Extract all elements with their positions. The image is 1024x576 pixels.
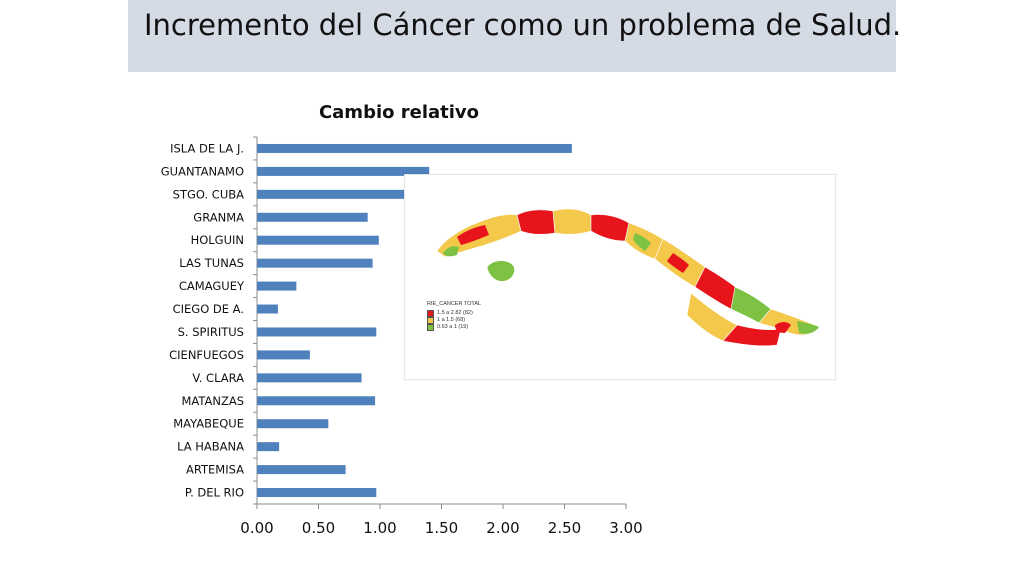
map-legend-label: 1 a 1.5 (68) <box>437 317 466 323</box>
category-label: MAYABEQUE <box>173 417 244 431</box>
bar <box>257 465 346 475</box>
x-tick-label: 0.50 <box>302 519 335 537</box>
category-label: STGO. CUBA <box>173 187 244 201</box>
bar <box>257 488 377 498</box>
bar <box>257 143 572 153</box>
bar <box>257 373 362 383</box>
map-legend-title: RIE_CANCER TOTAL <box>427 301 482 307</box>
bar <box>257 189 411 199</box>
map-legend-item: 1.5 a 2.82 (82) <box>427 310 481 317</box>
legend-swatch <box>427 317 434 324</box>
category-label: MATANZAS <box>181 394 244 408</box>
map-legend-item: 0.63 a 1 (19) <box>427 324 481 331</box>
bar <box>257 304 278 314</box>
legend-swatch <box>427 310 434 317</box>
bar <box>257 212 368 222</box>
map-legend: RIE_CANCER TOTAL 1.5 a 2.82 (82) 1 a 1.5… <box>427 301 481 331</box>
x-tick-label: 0.00 <box>240 519 273 537</box>
category-label: CIENFUEGOS <box>169 348 244 362</box>
chart-title: Cambio relativo <box>319 102 479 123</box>
map-legend-item: 1 a 1.5 (68) <box>427 317 481 324</box>
category-label: HOLGUIN <box>191 233 244 247</box>
category-label: ARTEMISA <box>186 463 244 477</box>
category-label: ISLA DE LA J. <box>170 141 244 155</box>
bar <box>257 396 376 406</box>
category-label: LAS TUNAS <box>179 256 244 270</box>
x-tick-label: 2.50 <box>548 519 581 537</box>
map-legend-label: 1.5 a 2.82 (82) <box>437 310 473 316</box>
title-bar: Incremento del Cáncer como un problema d… <box>128 0 901 72</box>
category-label: V. CLARA <box>192 371 244 385</box>
bar <box>257 419 329 429</box>
bar <box>257 350 310 360</box>
bar <box>257 442 280 452</box>
category-label: CIEGO DE A. <box>173 302 244 316</box>
bar <box>257 166 430 176</box>
cuba-map: RIE_CANCER TOTAL 1.5 a 2.82 (82) 1 a 1.5… <box>404 174 836 380</box>
x-tick-label: 3.00 <box>609 519 642 537</box>
category-label: GRANMA <box>193 210 244 224</box>
bar <box>257 327 377 337</box>
bar <box>257 235 379 245</box>
category-label: S. SPIRITUS <box>178 325 244 339</box>
bar <box>257 258 373 268</box>
bar <box>257 281 297 291</box>
category-label: CAMAGUEY <box>179 279 245 293</box>
category-label: LA HABANA <box>177 440 244 454</box>
map-image <box>436 208 820 347</box>
x-tick-label: 1.00 <box>363 519 396 537</box>
x-tick-label: 2.00 <box>486 519 519 537</box>
category-label: GUANTANAMO <box>161 164 244 178</box>
map-legend-label: 0.63 a 1 (19) <box>437 324 469 330</box>
page-title: Incremento del Cáncer como un problema d… <box>144 8 902 42</box>
category-label: P. DEL RIO <box>185 486 244 500</box>
legend-swatch <box>427 324 434 331</box>
x-tick-label: 1.50 <box>425 519 458 537</box>
